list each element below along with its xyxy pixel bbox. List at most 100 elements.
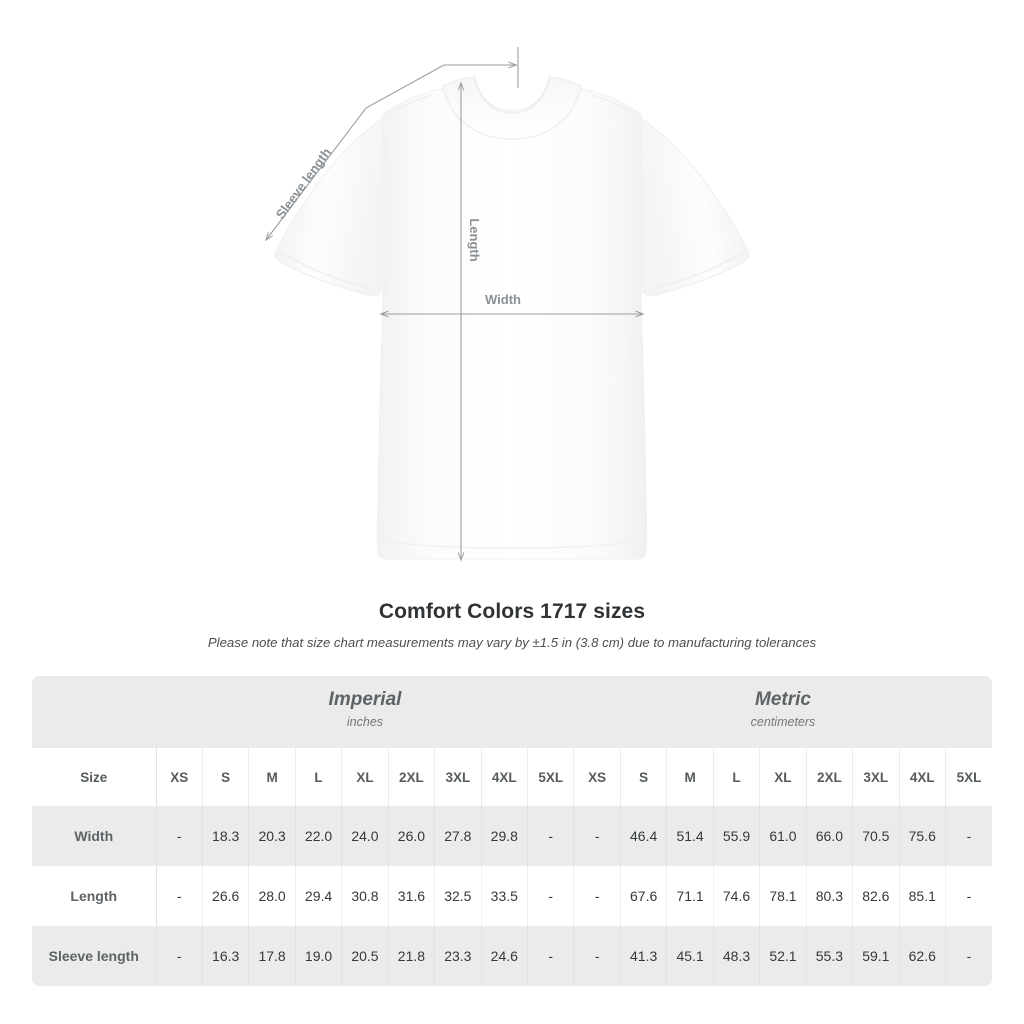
size-header-metric-m: M xyxy=(666,748,714,806)
left-shoulder-seam xyxy=(382,94,433,119)
cell-width-metric-2xl: 66.0 xyxy=(806,806,854,866)
cell-length-imperial-s: 26.6 xyxy=(202,866,250,926)
tshirt-illustration: Sleeve length Length Width xyxy=(265,47,750,562)
cell-sleeve-length-imperial-l: 19.0 xyxy=(295,926,343,986)
cell-length-metric-s: 67.6 xyxy=(620,866,668,926)
cell-width-imperial-4xl: 29.8 xyxy=(481,806,529,866)
cell-length-imperial-m: 28.0 xyxy=(248,866,296,926)
size-header-imperial-xl: XL xyxy=(341,748,389,806)
size-header-imperial-l: L xyxy=(295,748,343,806)
left-armhole-seam xyxy=(382,119,388,297)
size-header-imperial-m: M xyxy=(248,748,296,806)
cell-width-metric-xl: 61.0 xyxy=(759,806,807,866)
cell-width-metric-5xl: - xyxy=(945,806,992,866)
cell-width-metric-3xl: 70.5 xyxy=(852,806,900,866)
cell-width-imperial-xl: 24.0 xyxy=(341,806,389,866)
cell-sleeve-length-metric-xl: 52.1 xyxy=(759,926,807,986)
row-label-width: Width xyxy=(32,806,157,866)
cell-sleeve-length-metric-s: 41.3 xyxy=(620,926,668,986)
cell-width-imperial-2xl: 26.0 xyxy=(388,806,436,866)
tolerance-note: Please note that size chart measurements… xyxy=(207,635,817,650)
right-shoulder-seam xyxy=(591,94,642,119)
cell-sleeve-length-metric-4xl: 62.6 xyxy=(899,926,946,986)
cell-width-imperial-m: 20.3 xyxy=(248,806,296,866)
cell-width-metric-l: 55.9 xyxy=(713,806,761,866)
cell-sleeve-length-imperial-s: 16.3 xyxy=(202,926,250,986)
cell-sleeve-length-metric-5xl: - xyxy=(945,926,992,986)
page-title: Comfort Colors 1717 sizes xyxy=(378,600,646,623)
width-label: Width xyxy=(485,292,521,307)
size-header-metric-s: S xyxy=(620,748,668,806)
cell-sleeve-length-imperial-2xl: 21.8 xyxy=(388,926,436,986)
cell-width-imperial-3xl: 27.8 xyxy=(434,806,482,866)
cell-length-imperial-2xl: 31.6 xyxy=(388,866,436,926)
sleeve-length-line xyxy=(265,64,445,242)
cell-sleeve-length-imperial-xs: - xyxy=(156,926,203,986)
cell-width-metric-xs: - xyxy=(573,806,621,866)
cell-sleeve-length-metric-2xl: 55.3 xyxy=(806,926,854,986)
title-block: Comfort Colors 1717 sizes Please note th… xyxy=(0,600,1024,650)
shirt-hem xyxy=(377,539,647,550)
cell-sleeve-length-metric-l: 48.3 xyxy=(713,926,761,986)
cell-length-metric-xl: 78.1 xyxy=(759,866,807,926)
length-label: Length xyxy=(467,218,482,261)
size-header-metric-4xl: 4XL xyxy=(899,748,946,806)
collar-inner-edge xyxy=(474,78,550,114)
cell-width-imperial-s: 18.3 xyxy=(202,806,250,866)
unit-header-row: Imperial inches Metric centimeters xyxy=(32,676,992,748)
cell-sleeve-length-imperial-xl: 20.5 xyxy=(341,926,389,986)
size-header-metric-3xl: 3XL xyxy=(852,748,900,806)
size-header-imperial-3xl: 3XL xyxy=(434,748,482,806)
size-header-metric-xl: XL xyxy=(759,748,807,806)
size-header-imperial-5xl: 5XL xyxy=(527,748,575,806)
cell-length-metric-m: 71.1 xyxy=(666,866,714,926)
cell-length-metric-2xl: 80.3 xyxy=(806,866,854,926)
cell-length-imperial-4xl: 33.5 xyxy=(481,866,529,926)
right-armhole-seam xyxy=(636,119,642,297)
cell-sleeve-length-imperial-3xl: 23.3 xyxy=(434,926,482,986)
unit-name: Imperial xyxy=(328,689,402,711)
cell-width-imperial-l: 22.0 xyxy=(295,806,343,866)
cell-width-imperial-xs: - xyxy=(156,806,203,866)
cell-length-imperial-3xl: 32.5 xyxy=(434,866,482,926)
shirt-body-group xyxy=(274,76,750,560)
cell-sleeve-length-imperial-4xl: 24.6 xyxy=(481,926,529,986)
unit-header-metric: Metric centimeters xyxy=(573,676,992,748)
size-header-imperial-xs: XS xyxy=(156,748,203,806)
cell-sleeve-length-metric-3xl: 59.1 xyxy=(852,926,900,986)
size-header-metric-l: L xyxy=(713,748,761,806)
left-sleeve xyxy=(274,117,384,297)
unit-name: Metric xyxy=(755,689,811,711)
size-header-label: Size xyxy=(32,748,157,806)
size-header-imperial-4xl: 4XL xyxy=(481,748,529,806)
cell-width-imperial-5xl: - xyxy=(527,806,575,866)
unit-header-imperial: Imperial inches xyxy=(156,676,574,748)
cell-sleeve-length-imperial-m: 17.8 xyxy=(248,926,296,986)
cell-length-imperial-5xl: - xyxy=(527,866,575,926)
fabric-fold-left xyxy=(396,169,405,461)
cell-width-metric-4xl: 75.6 xyxy=(899,806,946,866)
table-row: Width -18.3 20.3 22.0 24.0 26.0 27.8 29.8- -46.4… xyxy=(32,806,992,866)
size-header-imperial-2xl: 2XL xyxy=(388,748,436,806)
size-table: Imperial inches Metric centimeters Size XS S M L… xyxy=(32,676,992,986)
collar-outer xyxy=(442,76,582,140)
shirt-torso xyxy=(376,87,648,560)
unit-header-spacer xyxy=(32,676,156,748)
cell-width-metric-m: 51.4 xyxy=(666,806,714,866)
cell-sleeve-length-metric-m: 45.1 xyxy=(666,926,714,986)
right-sleeve xyxy=(640,117,750,297)
size-header-metric-xs: XS xyxy=(573,748,621,806)
cell-width-metric-s: 46.4 xyxy=(620,806,668,866)
cell-length-imperial-xs: - xyxy=(156,866,203,926)
cell-sleeve-length-imperial-5xl: - xyxy=(527,926,575,986)
left-sleeve-hem xyxy=(278,251,371,290)
unit-sub: centimeters xyxy=(750,715,816,730)
fabric-fold-right xyxy=(619,169,628,461)
size-header-metric-5xl: 5XL xyxy=(945,748,992,806)
table-row: Sleeve length -16.3 17.8 19.0 20.5 21.8 23.3 24… xyxy=(32,926,992,986)
garment-diagram: Sleeve length Length Width xyxy=(265,47,750,562)
row-label-length: Length xyxy=(32,866,157,926)
row-label-sleeve-length: Sleeve length xyxy=(32,926,157,986)
cell-sleeve-length-metric-xs: - xyxy=(573,926,621,986)
